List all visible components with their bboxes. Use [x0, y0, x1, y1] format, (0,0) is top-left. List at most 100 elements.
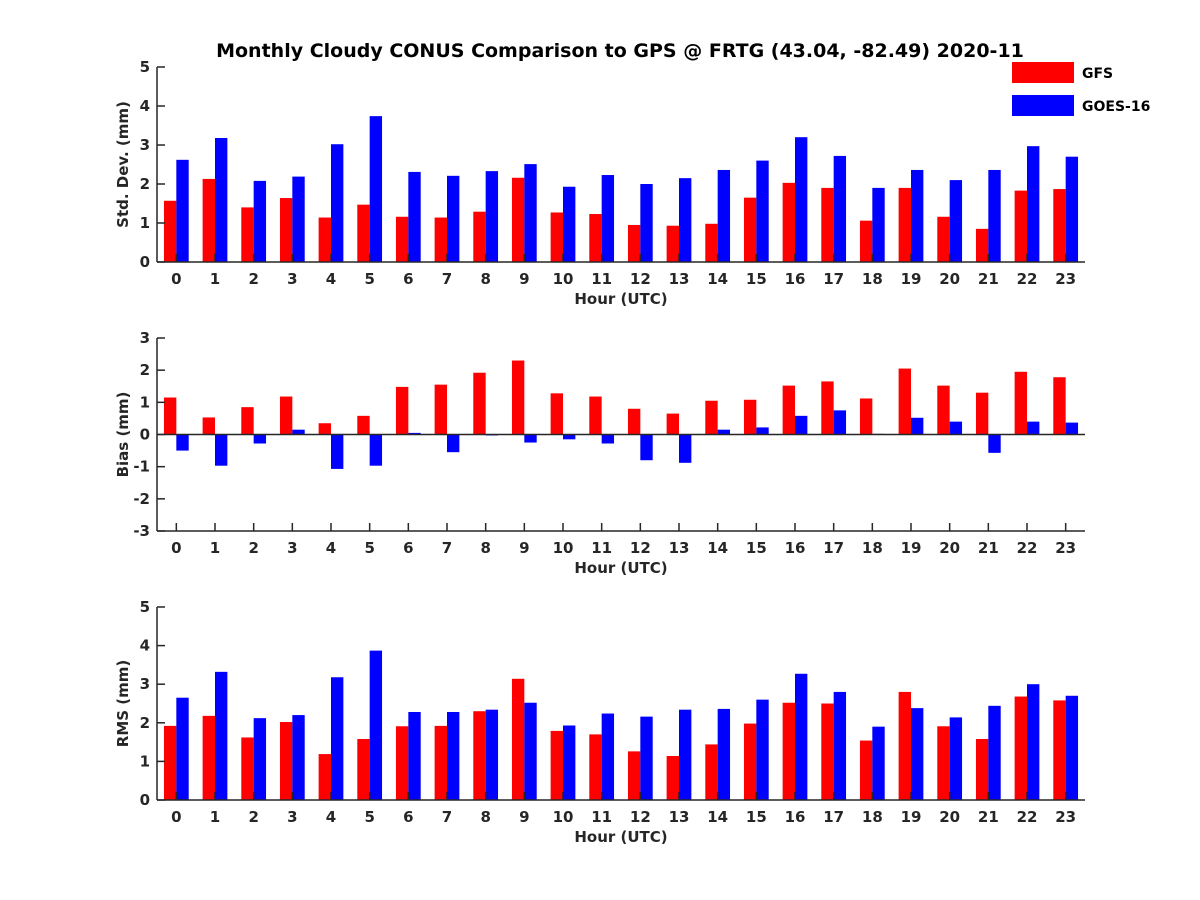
rms-x-tick-label: 6	[403, 808, 413, 826]
rms-x-tick-label: 10	[553, 808, 574, 826]
std-dev-bar-goes16-h9	[524, 164, 537, 262]
std-dev-x-tick-label: 17	[823, 270, 844, 288]
std-dev-y-tick-label: 3	[140, 136, 150, 154]
rms-x-tick-label: 13	[669, 808, 690, 826]
legend-label-gfs: GFS	[1082, 66, 1113, 82]
std-dev-bar-gfs-h7	[434, 217, 447, 262]
bias-x-tick-label: 8	[480, 539, 490, 557]
std-dev-bar-goes16-h22	[1027, 146, 1040, 262]
rms-bar-gfs-h3	[279, 722, 293, 800]
bias-bar-gfs-h3	[279, 396, 293, 435]
bias-bar-gfs-h7	[434, 384, 447, 435]
rms-x-tick-label: 0	[171, 808, 181, 826]
rms-x-tick-label: 1	[210, 808, 220, 826]
rms-x-tick-label: 12	[630, 808, 651, 826]
rms-bar-goes16-h12	[640, 716, 653, 800]
std-dev-bar-gfs-h20	[937, 216, 950, 262]
std-dev-x-tick-label: 16	[785, 270, 806, 288]
rms-x-tick-label: 14	[707, 808, 728, 826]
rms-bar-gfs-h11	[589, 734, 602, 800]
bias-y-tick-label: 0	[140, 426, 150, 444]
bias-x-tick-label: 3	[287, 539, 297, 557]
std-dev-bar-gfs-h13	[666, 225, 679, 262]
bias-bar-goes16-h21	[988, 434, 1001, 453]
bias-x-tick-label: 19	[901, 539, 922, 557]
rms-bar-goes16-h6	[408, 711, 421, 800]
bias-x-tick-label: 2	[248, 539, 258, 557]
bias-bar-goes16-h19	[911, 417, 924, 435]
std-dev-x-tick-label: 10	[553, 270, 574, 288]
std-dev-bar-goes16-h19	[911, 169, 924, 262]
rms-bar-gfs-h22	[1014, 696, 1027, 800]
bias-bar-goes16-h10	[563, 434, 576, 440]
rms-x-tick-label: 19	[901, 808, 922, 826]
bias-bar-gfs-h22	[1014, 371, 1027, 435]
rms-bar-goes16-h19	[911, 708, 924, 800]
std-dev-y-tick-label: 4	[140, 97, 150, 115]
bias-bar-gfs-h21	[975, 392, 989, 435]
std-dev-bar-gfs-h1	[202, 178, 215, 262]
rms-bar-goes16-h15	[756, 699, 769, 800]
std-dev-bar-goes16-h4	[331, 144, 344, 262]
std-dev-x-tick-label: 21	[978, 270, 999, 288]
rms-x-tick-label: 17	[823, 808, 844, 826]
std-dev-bar-gfs-h12	[627, 224, 641, 262]
rms-bar-goes16-h2	[253, 718, 267, 800]
rms-bar-gfs-h6	[395, 726, 409, 800]
std-dev-x-tick-label: 18	[862, 270, 883, 288]
std-dev-bar-gfs-h9	[511, 177, 525, 262]
rms-bar-goes16-h10	[563, 725, 576, 800]
std-dev-bar-goes16-h11	[601, 175, 615, 262]
bias-x-tick-label: 18	[862, 539, 883, 557]
std-dev-x-tick-label: 12	[630, 270, 651, 288]
bias-bar-goes16-h9	[524, 434, 537, 443]
std-dev-bar-goes16-h17	[833, 155, 847, 262]
std-dev-bar-gfs-h0	[163, 200, 177, 262]
rms-bar-gfs-h15	[743, 723, 757, 800]
std-dev-bar-gfs-h16	[782, 182, 795, 262]
bias-bar-gfs-h23	[1053, 377, 1066, 435]
std-dev-x-tick-label: 7	[442, 270, 452, 288]
bias-bar-goes16-h11	[601, 434, 615, 444]
std-dev-bar-gfs-h2	[241, 207, 254, 262]
bias-y-tick-label: 2	[140, 361, 150, 379]
rms-x-tick-label: 18	[862, 808, 883, 826]
std-dev-y-tick-label: 2	[140, 175, 150, 193]
bias-bar-goes16-h1	[215, 434, 228, 466]
std-dev-bar-gfs-h15	[743, 197, 757, 262]
bias-x-tick-label: 10	[553, 539, 574, 557]
bias-x-tick-label: 11	[591, 539, 612, 557]
std-dev-bar-gfs-h17	[821, 187, 834, 262]
rms-bar-gfs-h12	[627, 751, 641, 800]
rms-bar-goes16-h16	[795, 673, 808, 800]
bias-bar-goes16-h22	[1027, 421, 1040, 435]
bias-x-tick-label: 6	[403, 539, 413, 557]
legend-swatch-goes16	[1012, 95, 1074, 116]
legend: GFS GOES-16	[1012, 62, 1150, 116]
std-dev-bar-gfs-h3	[279, 198, 293, 262]
bias-x-tick-label: 9	[519, 539, 529, 557]
std-dev-bar-goes16-h18	[872, 187, 885, 262]
figure-title: Monthly Cloudy CONUS Comparison to GPS @…	[216, 40, 1024, 62]
bias-bar-gfs-h1	[202, 417, 215, 435]
std-dev-bar-goes16-h6	[408, 171, 421, 262]
rms-x-tick-label: 4	[326, 808, 336, 826]
std-dev-y-tick-label: 1	[140, 214, 150, 232]
std-dev-x-tick-label: 4	[326, 270, 336, 288]
rms-bar-gfs-h17	[821, 703, 834, 800]
std-dev-x-tick-label: 8	[480, 270, 490, 288]
bias-x-tick-label: 0	[171, 539, 181, 557]
rms-x-tick-label: 3	[287, 808, 297, 826]
bias-bar-gfs-h8	[473, 372, 486, 435]
bias-bar-gfs-h14	[705, 400, 718, 435]
std-dev-x-tick-label: 13	[669, 270, 690, 288]
std-dev-x-tick-label: 3	[287, 270, 297, 288]
std-dev-bar-goes16-h2	[253, 180, 267, 262]
rms-bar-goes16-h11	[601, 713, 615, 800]
std-dev-x-tick-label: 9	[519, 270, 529, 288]
bias-bar-goes16-h17	[833, 410, 847, 435]
bias-bar-goes16-h16	[795, 415, 808, 435]
rms-bar-gfs-h10	[550, 730, 563, 800]
bias-bar-gfs-h12	[627, 408, 641, 435]
